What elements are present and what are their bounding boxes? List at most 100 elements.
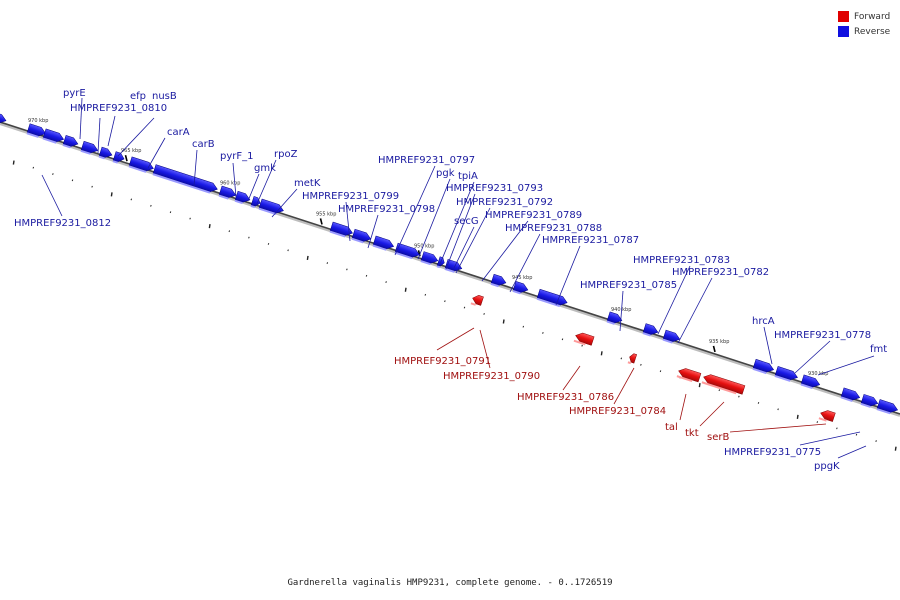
minor-tick — [836, 427, 838, 430]
reverse-gene-label: HMPREF9231_0787 — [542, 235, 639, 246]
reverse-gene-label: secG — [454, 216, 479, 227]
reverse-gene-leader — [255, 159, 277, 207]
gene-arrow — [629, 353, 638, 364]
minor-tick — [189, 217, 191, 220]
reverse-gene-label: pgk — [436, 168, 455, 179]
gene-shadow — [98, 155, 105, 160]
gene-arrow — [250, 196, 261, 207]
reverse-gene — [512, 281, 529, 295]
reverse-gene-leader — [394, 165, 436, 256]
minor-tick — [91, 185, 93, 188]
gene-arrow — [575, 332, 595, 346]
gene-shadow — [752, 367, 767, 375]
reverse-gene — [250, 196, 261, 209]
gene-shadow — [606, 320, 615, 325]
reverse-gene — [840, 387, 861, 402]
forward-gene — [573, 332, 595, 346]
reverse-gene — [0, 112, 7, 124]
minor-tick — [346, 268, 348, 271]
forward-gene-leader — [699, 401, 725, 427]
reverse-gene — [152, 164, 218, 194]
reverse-gene-leader — [817, 355, 875, 376]
reverse-gene — [606, 311, 623, 325]
reverse-gene-label: HMPREF9231_0797 — [378, 155, 475, 166]
reverse-gene-leader — [97, 117, 101, 154]
gene-arrow — [62, 135, 79, 147]
reverse-gene-label: HMPREF9231_0775 — [724, 447, 821, 458]
gene-arrow — [662, 329, 681, 342]
forward-gene-leader — [479, 329, 491, 369]
reverse-gene-label: nusB — [152, 91, 177, 102]
forward-gene — [470, 295, 484, 306]
minor-tick — [502, 319, 505, 324]
gene-shadow — [701, 381, 737, 395]
reverse-gene — [128, 156, 154, 173]
minor-tick — [894, 446, 897, 451]
minor-tick — [169, 211, 172, 214]
legend-forward-label: Forward — [854, 11, 891, 22]
minor-tick — [620, 357, 623, 360]
forward-gene-label: tal — [665, 422, 678, 433]
gene-arrow — [112, 151, 125, 163]
minor-tick — [52, 173, 54, 175]
reverse-gene-label: HMPREF9231_0783 — [633, 255, 730, 266]
reverse-gene-label: pyrE — [63, 88, 86, 99]
minor-tick — [287, 249, 289, 252]
gene-arrow — [606, 311, 623, 324]
gene-shadow — [860, 402, 871, 408]
legend-reverse-label: Reverse — [854, 26, 891, 37]
minor-tick — [600, 351, 603, 356]
minor-tick — [561, 338, 564, 341]
reverse-gene-leader — [619, 290, 624, 332]
reverse-gene — [329, 221, 353, 238]
gene-arrow — [820, 410, 836, 422]
gene-shadow — [234, 199, 243, 205]
reverse-gene-leader — [417, 178, 451, 260]
reverse-gene-label: HMPREF9231_0789 — [485, 210, 582, 221]
forward-gene-label: HMPREF9231_0790 — [443, 371, 540, 382]
reverse-gene-leader — [453, 226, 475, 269]
minor-tick — [248, 236, 250, 239]
tick-label: 960 kbp — [220, 180, 240, 186]
reverse-gene-label: carA — [167, 127, 190, 138]
minor-tick — [640, 363, 642, 366]
forward-swatch — [838, 11, 849, 22]
forward-gene-leader — [562, 365, 581, 391]
reverse-gene — [860, 394, 879, 408]
reverse-gene — [642, 323, 659, 337]
gene-shadow — [62, 143, 71, 149]
gene-shadow — [512, 289, 521, 295]
gene-arrow — [372, 235, 395, 250]
reverse-gene-label: ppgK — [814, 461, 840, 472]
reverse-gene-leader — [367, 214, 379, 249]
minor-tick — [757, 402, 760, 404]
reverse-gene — [444, 259, 463, 273]
reverse-gene-leader — [232, 162, 237, 198]
reverse-gene — [490, 273, 507, 288]
minor-tick — [796, 414, 799, 420]
reverse-gene-label: rpoZ — [274, 149, 298, 160]
forward-gene — [627, 353, 638, 365]
gene-shadow — [258, 207, 277, 216]
gene-shadow — [329, 230, 346, 238]
reverse-gene-label: HMPREF9231_0798 — [338, 204, 435, 215]
gene-shadow — [42, 137, 57, 144]
gene-shadow — [573, 339, 586, 346]
reverse-gene-leader — [445, 193, 476, 270]
minor-tick — [150, 204, 152, 207]
reverse-gene — [112, 151, 125, 164]
reverse-gene-leader — [439, 181, 475, 265]
reverse-gene-leader — [837, 445, 867, 459]
gene-arrow — [703, 374, 746, 395]
gene-arrow — [80, 140, 99, 154]
reverse-gene-leader — [763, 326, 773, 365]
reverse-gene-leader — [117, 117, 155, 157]
tick-label: 945 kbp — [512, 275, 532, 281]
reverse-gene-leader — [677, 277, 713, 344]
reverse-gene — [62, 135, 79, 149]
gene-shadow — [662, 338, 673, 344]
reverse-swatch — [838, 26, 849, 37]
reverse-gene-label: carB — [192, 139, 215, 150]
gene-arrow — [152, 164, 218, 192]
reverse-gene-label: HMPREF9231_0788 — [505, 223, 602, 234]
